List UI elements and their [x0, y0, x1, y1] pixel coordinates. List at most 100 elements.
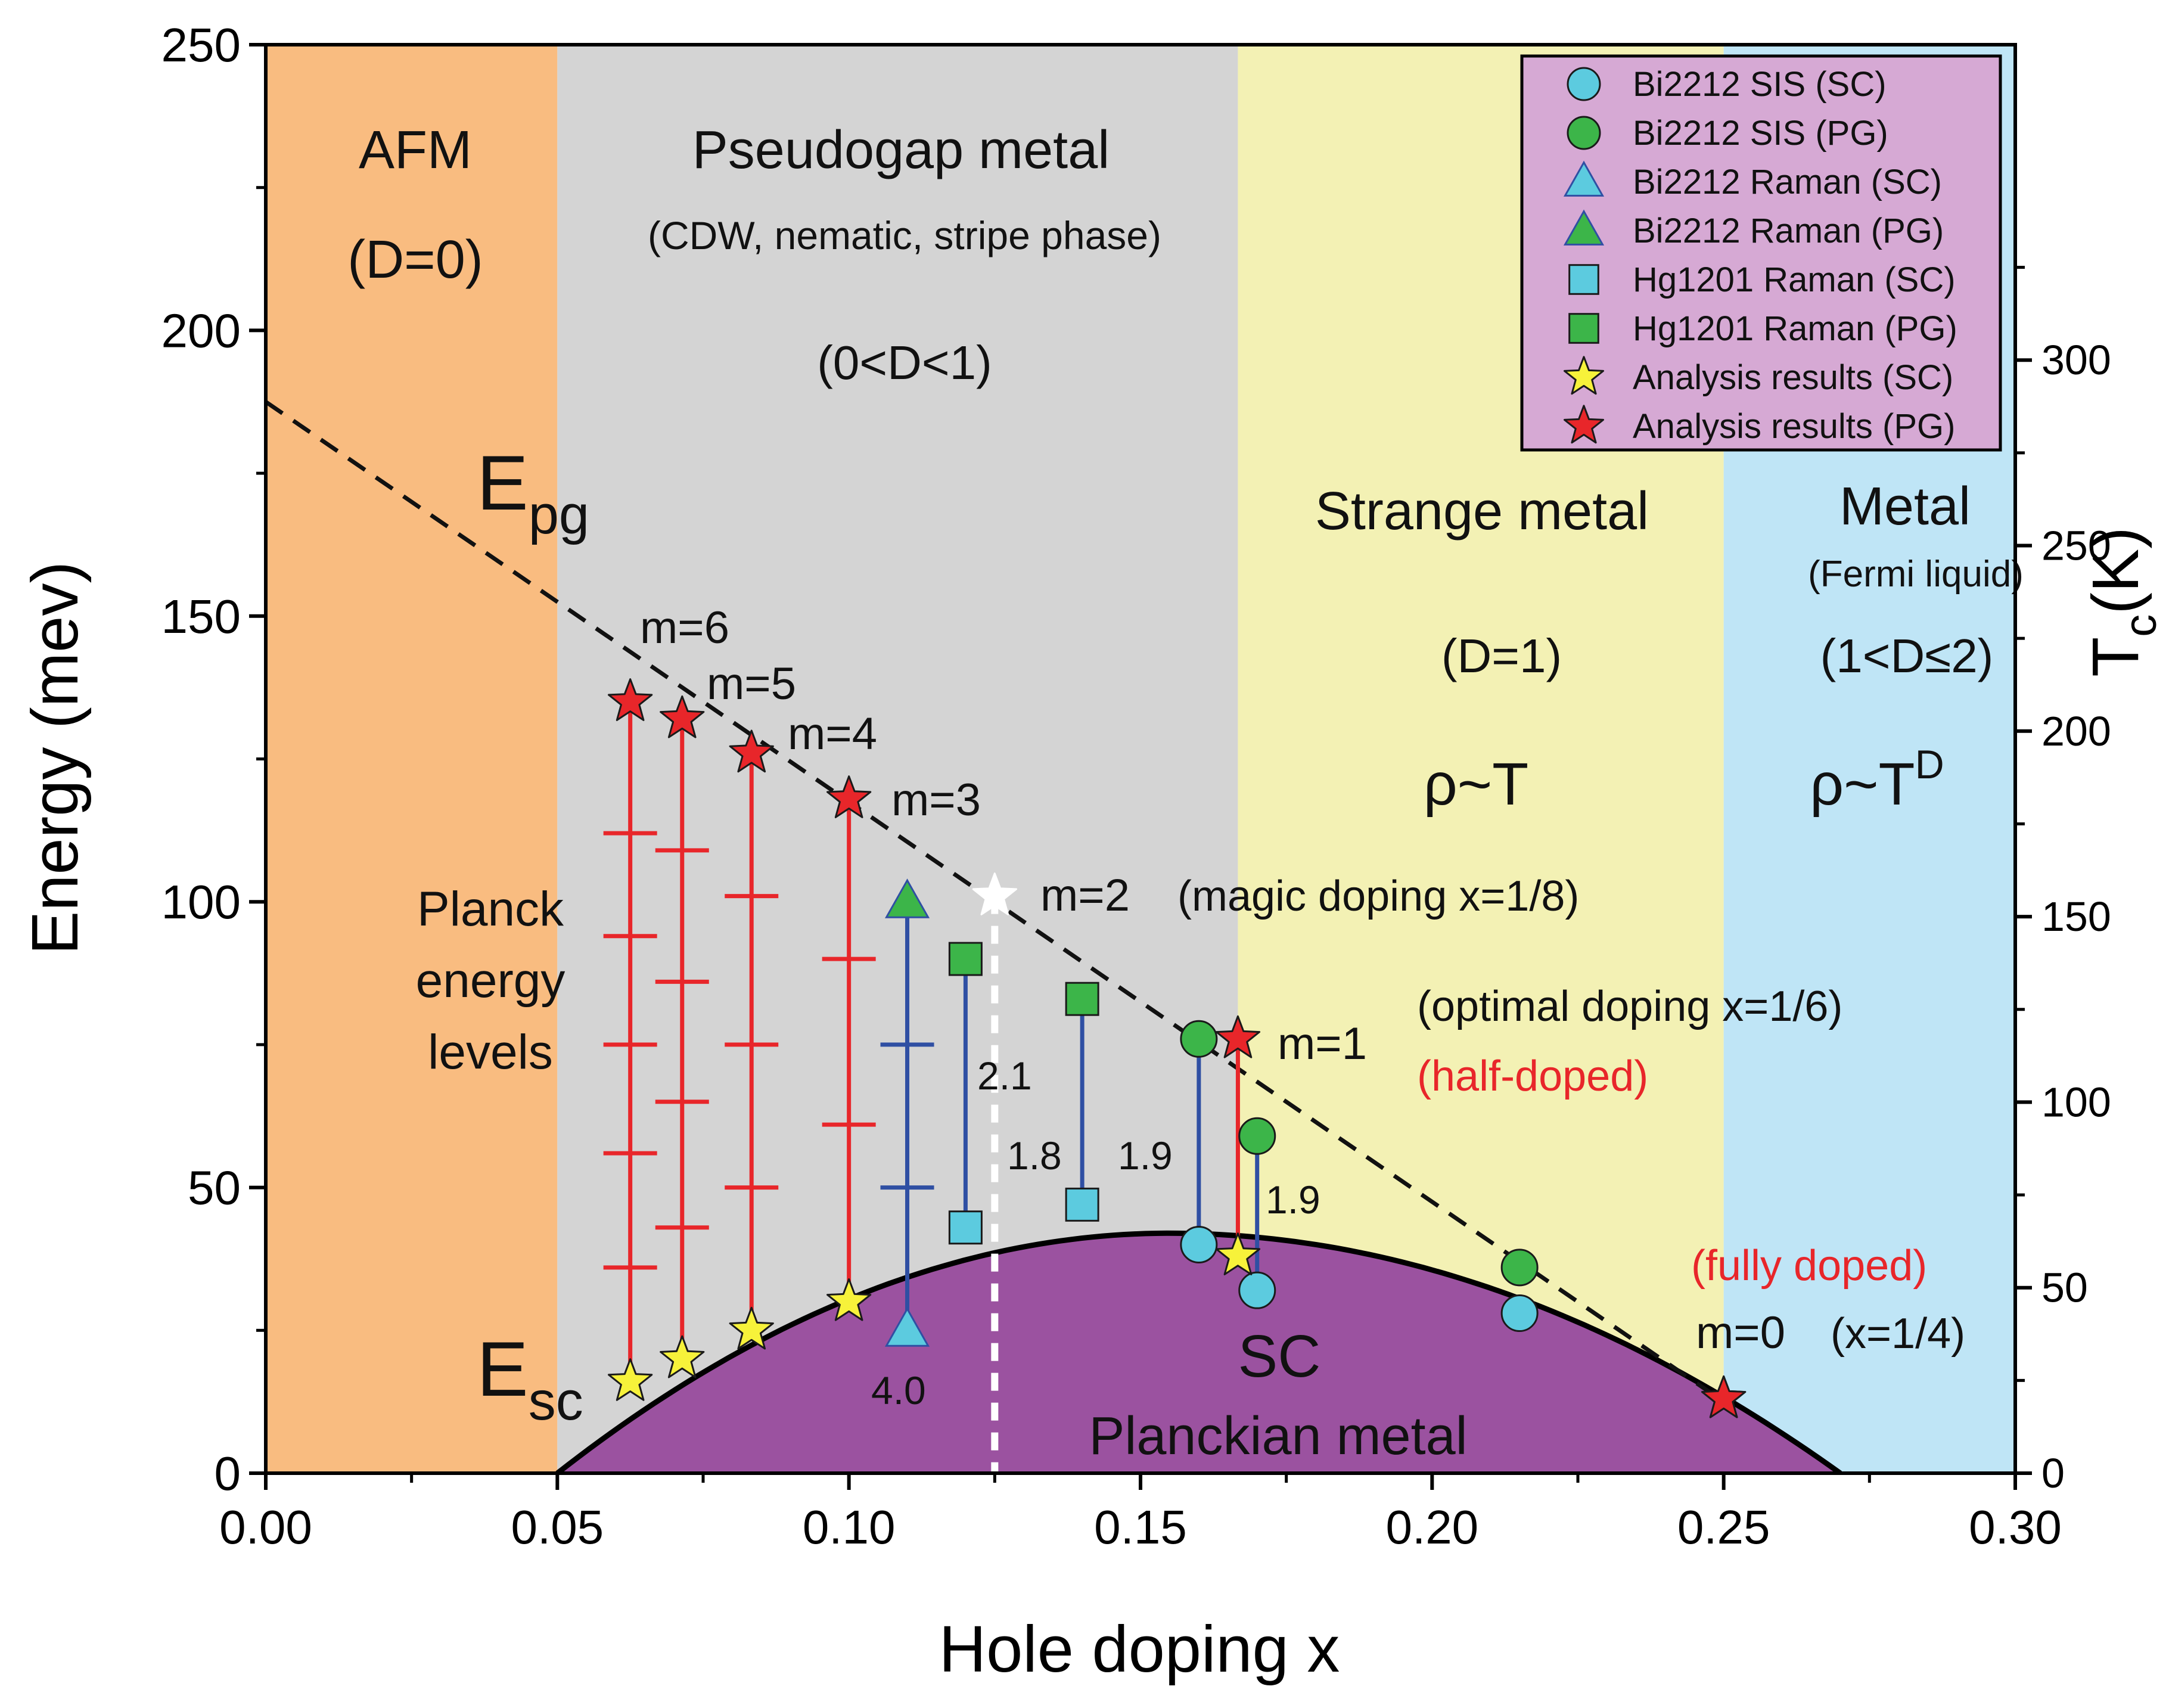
- legend: Bi2212 SIS (SC) Bi2212 SIS (PG) Bi2212 Ram…: [1520, 54, 2002, 452]
- legend-label-2: Bi2212 Raman (SC): [1633, 163, 1942, 201]
- legend-label-1: Bi2212 SIS (PG): [1633, 114, 1888, 153]
- legend-label-6: Analysis results (SC): [1633, 358, 1953, 397]
- y-tick-label-1: 50: [188, 1162, 241, 1215]
- legend-label-0: Bi2212 SIS (SC): [1633, 65, 1887, 104]
- marker-star-7-3: [826, 775, 872, 818]
- x-axis-title: Hole doping x: [939, 1613, 1340, 1686]
- legend-box: [1520, 54, 2002, 452]
- afm-title: AFM: [359, 120, 472, 180]
- y-tick-label-4: 200: [161, 304, 241, 357]
- m3-label: m=3: [891, 775, 981, 825]
- x-tick-label-5: 0.25: [1677, 1501, 1770, 1554]
- y-tick-label-0: 0: [215, 1447, 241, 1500]
- legend-label-7: Analysis results (PG): [1633, 407, 1955, 446]
- y2-tick-label-5: 250: [2041, 523, 2111, 569]
- pseudogap-subtitle: (CDW, nematic, stripe phase): [648, 213, 1161, 257]
- marker-square-5-0: [948, 942, 983, 976]
- epg-label-sub: pg: [529, 485, 589, 545]
- legend-marker-0: [1567, 67, 1601, 101]
- fully-doped-label: (fully doped): [1691, 1242, 1927, 1290]
- legend-marker-1: [1567, 116, 1601, 150]
- metal-dimension: (1<D≤2): [1820, 629, 1994, 682]
- legend-marker-4: [1568, 264, 1599, 295]
- y2-tick-label-3: 150: [2041, 893, 2111, 940]
- marker-star-7-0: [608, 678, 653, 721]
- y-axis-title: Energy (mev): [18, 561, 92, 955]
- legend-label-4: Hg1201 Raman (SC): [1633, 260, 1956, 299]
- marker-circle-0-0: [1180, 1225, 1218, 1263]
- y-tick-label-3: 150: [161, 590, 241, 643]
- y2-tick-label-4: 200: [2041, 708, 2111, 754]
- planck-energy-levels: [603, 701, 1260, 1382]
- x-tick-label-4: 0.20: [1385, 1501, 1478, 1554]
- afm-dimension: (D=0): [347, 230, 483, 290]
- marker-circle-1-0: [1180, 1020, 1218, 1058]
- y-tick-label-2: 100: [161, 875, 241, 928]
- marker-square-4-1: [1065, 1187, 1099, 1222]
- strange-title: Strange metal: [1315, 482, 1649, 541]
- esc-label: Esc: [477, 1325, 583, 1431]
- m0-note: (x=1/4): [1831, 1310, 1965, 1358]
- metal-resistivity: ρ~TD: [1810, 742, 1944, 818]
- legend-label-5: Hg1201 Raman (PG): [1633, 309, 1957, 348]
- legend-marker-5: [1568, 313, 1599, 344]
- metal-resistivity-base: ρ~T: [1810, 751, 1915, 818]
- marker-star-6-0: [608, 1358, 653, 1401]
- legend-marker-3: [1563, 209, 1605, 246]
- m1-label: m=1: [1278, 1018, 1367, 1069]
- region-afm: [266, 45, 558, 1473]
- planckian-metal-label: Planckian metal: [1089, 1406, 1467, 1466]
- axes: 0.00 0.05 0.10 0.15 0.20 0.25 0.30 0 50 100 150 200…: [161, 18, 2111, 1554]
- ratio-label-1-8: 1.8: [1007, 1134, 1062, 1178]
- marker-triangle-2-0: [884, 1307, 930, 1347]
- magic-doping-star: [972, 872, 1017, 915]
- y2-tick-label-1: 50: [2041, 1265, 2088, 1311]
- half-doped-label: (half-doped): [1417, 1052, 1648, 1100]
- ratio-label-4-0: 4.0: [871, 1368, 926, 1412]
- y2-axis-title-unit: (K): [2079, 527, 2152, 614]
- legend-marker-2: [1563, 160, 1605, 197]
- marker-star-7-4: [1215, 1015, 1261, 1058]
- ratio-label-1-9-b: 1.9: [1266, 1178, 1320, 1222]
- y2-axis-title-sub: c: [2115, 614, 2166, 637]
- marker-star-6-3: [826, 1278, 872, 1321]
- strange-resistivity: ρ~T: [1424, 751, 1528, 818]
- marker-circle-0-2: [1500, 1294, 1539, 1333]
- m5-label: m=5: [707, 659, 796, 709]
- m6-label: m=6: [640, 603, 729, 653]
- y2-tick-label-6: 300: [2041, 337, 2111, 383]
- planck-label-line3: levels: [428, 1025, 553, 1079]
- x-tick-label-6: 0.30: [1969, 1501, 2062, 1554]
- pseudogap-title: Pseudogap metal: [692, 120, 1110, 180]
- marker-star-6-1: [660, 1335, 705, 1378]
- x-tick-label-2: 0.10: [803, 1501, 896, 1554]
- epg-label-main: E: [477, 439, 529, 526]
- y2-axis-title-main: T: [2079, 637, 2152, 677]
- optimal-doping-label: (optimal doping x=1/6): [1417, 983, 1842, 1030]
- ratio-label-2-1: 2.1: [977, 1054, 1032, 1098]
- m0-label: m=0: [1696, 1308, 1785, 1358]
- y-tick-label-5: 250: [161, 18, 241, 72]
- planck-label-line2: energy: [416, 954, 565, 1008]
- m2-label: m=2: [1040, 870, 1130, 921]
- metal-title: Metal: [1839, 477, 1971, 536]
- sc-label: SC: [1238, 1323, 1321, 1390]
- marker-star-7-1: [660, 695, 705, 738]
- marker-star-7-5: [1701, 1375, 1747, 1418]
- x-tick-label-0: 0.00: [219, 1501, 312, 1554]
- metal-subtitle: (Fermi liquid): [1808, 554, 2024, 595]
- sc-dome: [557, 1233, 1841, 1473]
- x-tick-label-3: 0.15: [1094, 1501, 1187, 1554]
- planck-label-line1: Planck: [417, 882, 564, 936]
- m4-label: m=4: [788, 709, 877, 759]
- pseudogap-dimension: (0<D<1): [817, 336, 992, 389]
- legend-marker-6: [1564, 356, 1604, 395]
- ratio-label-1-9-a: 1.9: [1118, 1134, 1173, 1178]
- y2-tick-label-0: 0: [2041, 1450, 2065, 1496]
- marker-star-6-2: [729, 1306, 774, 1350]
- magic-doping-label: (magic doping x=1/8): [1177, 872, 1579, 920]
- data-markers: [608, 678, 1747, 1418]
- marker-square-5-1: [1065, 982, 1099, 1016]
- x-tick-label-1: 0.05: [511, 1501, 604, 1554]
